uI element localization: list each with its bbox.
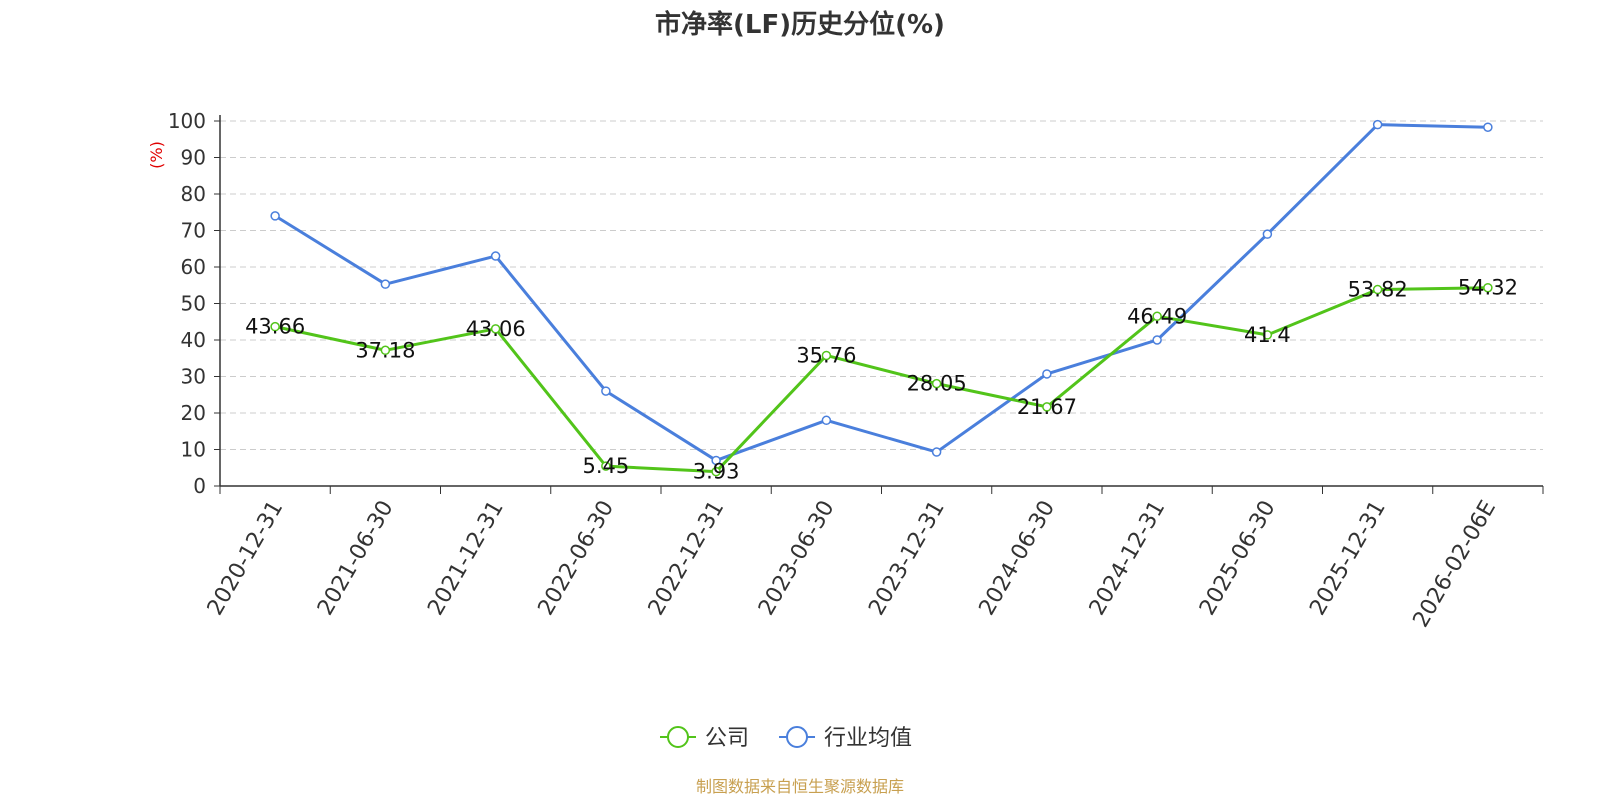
data-point-0 (1042, 402, 1052, 412)
x-tick-label: 2021-06-30 (313, 497, 399, 620)
legend-label-0: 公司 (705, 726, 749, 751)
y-tick-label: 10 (181, 438, 206, 462)
source-note: 制图数据来自恒生聚源数据库 (696, 777, 904, 796)
y-axis-unit: (%) (147, 141, 166, 169)
data-label: 21.67 (1017, 395, 1077, 419)
x-tick-label: 2025-12-31 (1305, 497, 1391, 620)
data-label: 53.82 (1348, 278, 1408, 302)
data-label: 43.66 (245, 315, 305, 339)
x-tick-label: 2021-12-31 (423, 497, 509, 620)
x-tick-label: 2022-12-31 (644, 497, 730, 620)
legend-label-1: 行业均值 (824, 726, 912, 751)
data-point-0 (1262, 330, 1273, 340)
x-tick-label: 2020-12-31 (203, 497, 289, 620)
data-point-0 (601, 461, 611, 471)
data-labels: 43.66 37.18 43.06 5.45 3.93 35.76 28.05 21.67 46… (245, 276, 1518, 484)
x-tick-label: 2024-12-31 (1085, 497, 1171, 620)
x-tick-label: 2023-12-31 (864, 497, 950, 620)
x-tick-label: 2026-02-06E (1409, 497, 1502, 632)
legend[interactable]: 公司 行业均值 (660, 726, 912, 751)
y-tick-label: 50 (181, 292, 206, 316)
data-label: 37.18 (355, 338, 415, 362)
data-point-0 (490, 324, 501, 334)
y-tick-label: 30 (181, 365, 206, 389)
x-tick-label: 2022-06-30 (533, 497, 619, 620)
data-label: 54.32 (1458, 276, 1518, 300)
data-label: 41.4 (1244, 323, 1291, 347)
x-tick-label: 2025-06-30 (1195, 497, 1281, 620)
data-point-0 (1483, 282, 1493, 293)
data-point-1 (1372, 119, 1383, 130)
y-tick-label: 60 (181, 255, 206, 279)
data-point-1 (380, 279, 391, 289)
data-point-0 (380, 345, 391, 356)
data-label: 3.93 (693, 460, 740, 484)
axes (214, 115, 1544, 494)
x-tick-label: 2024-06-30 (974, 497, 1060, 620)
series-layer (270, 119, 1493, 477)
series-line-1 (274, 123, 1488, 462)
y-tick-label: 70 (181, 219, 206, 243)
x-tick-label: 2023-06-30 (754, 497, 840, 620)
legend-marker-0 (667, 726, 689, 748)
data-point-0 (821, 350, 832, 361)
data-point-1 (601, 386, 611, 396)
data-point-1 (1152, 335, 1162, 345)
data-point-0 (931, 378, 942, 389)
legend-marker-1 (786, 726, 809, 748)
data-point-0 (270, 321, 280, 332)
y-tick-label: 40 (181, 328, 206, 352)
data-point-0 (1372, 284, 1383, 295)
y-tick-label: 0 (193, 474, 206, 498)
data-point-1 (931, 447, 942, 457)
y-tick-labels: 0 10 20 30 40 50 60 70 80 90 100 (168, 109, 206, 498)
data-point-1 (490, 251, 501, 261)
data-point-1 (1042, 369, 1052, 379)
x-tick-labels: 2020-12-31 2021-06-30 2021-12-31 2022-06-30… (203, 497, 1501, 632)
data-point-1 (711, 455, 721, 466)
data-label: 5.45 (582, 454, 629, 478)
chart-title: 市净率(LF)历史分位(%) (655, 9, 945, 40)
y-tick-label: 100 (168, 109, 206, 133)
series-line-0 (274, 286, 1488, 474)
y-tick-label: 80 (181, 182, 206, 206)
data-point-1 (1483, 122, 1493, 132)
data-point-1 (821, 415, 832, 426)
y-tick-label: 90 (181, 146, 206, 170)
data-label: 35.76 (796, 343, 856, 367)
data-point-0 (711, 466, 721, 477)
data-point-0 (1152, 311, 1162, 322)
data-point-1 (1262, 229, 1273, 239)
y-tick-label: 20 (181, 401, 206, 425)
data-label: 28.05 (907, 372, 967, 396)
data-label: 43.06 (466, 317, 526, 341)
grid-lines (220, 120, 1543, 450)
data-point-1 (270, 211, 280, 221)
data-label: 46.49 (1127, 304, 1187, 328)
